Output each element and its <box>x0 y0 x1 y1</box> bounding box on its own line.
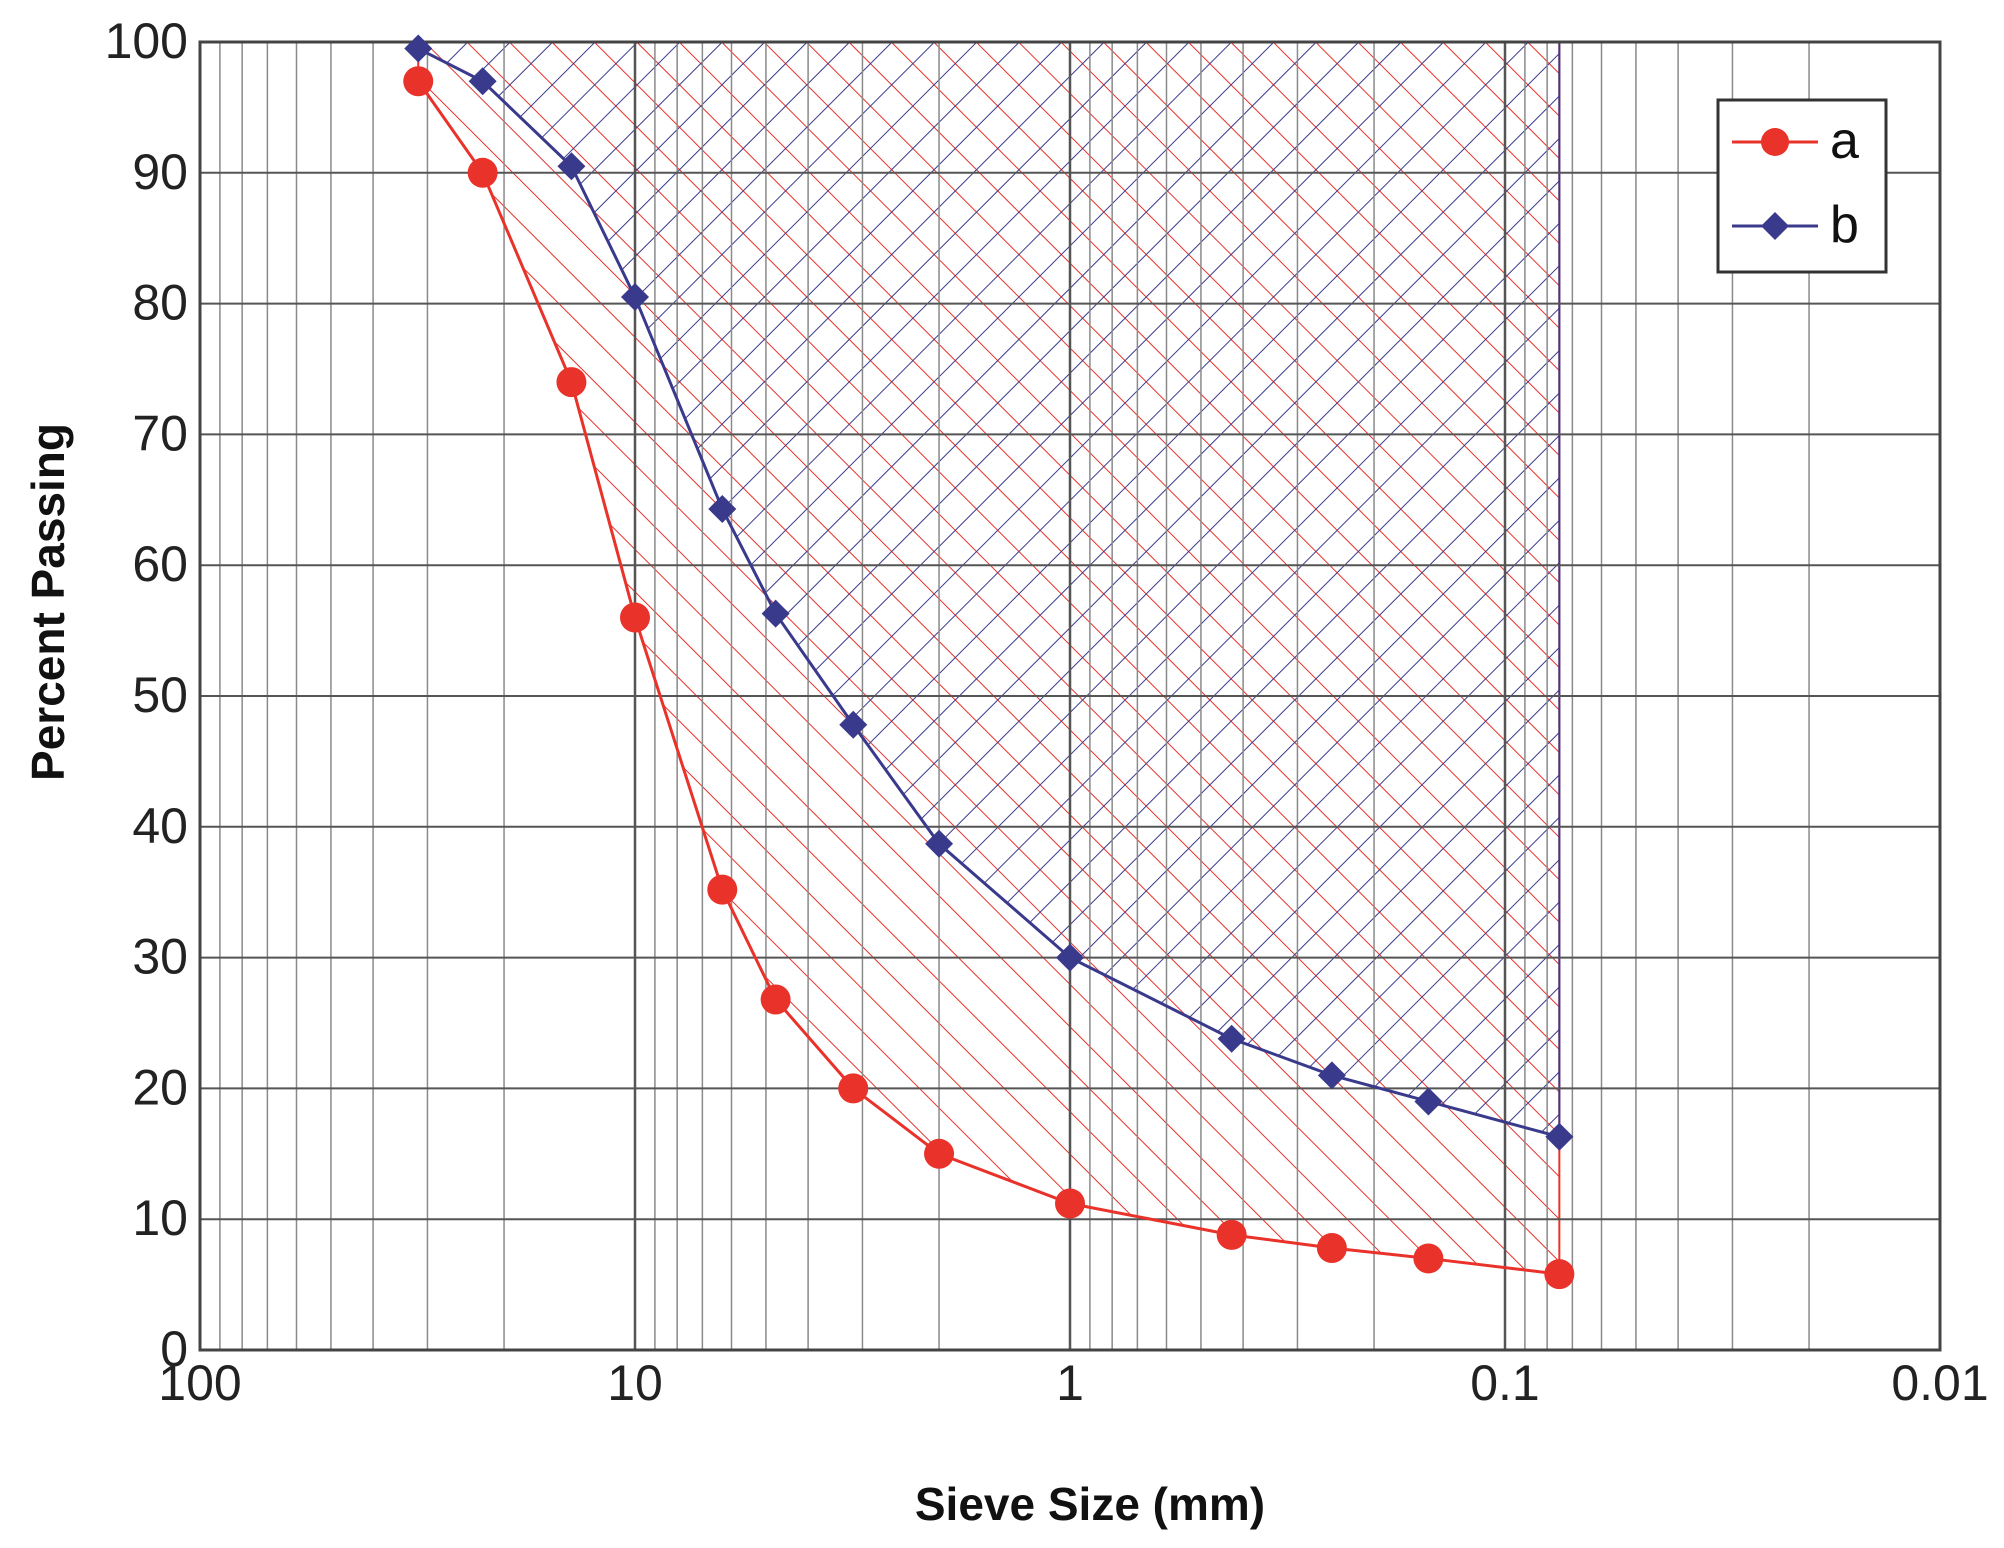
legend: a b <box>1716 98 1888 274</box>
data-point-b <box>839 710 868 739</box>
data-point-a <box>760 984 791 1015</box>
y-tick-label: 80 <box>132 275 188 331</box>
y-tick-label: 90 <box>132 144 188 200</box>
data-point-a <box>620 602 650 633</box>
legend-label-b: b <box>1830 196 1859 254</box>
y-tick-label: 100 <box>105 13 188 69</box>
legend-marker-a <box>1761 128 1789 156</box>
data-point-a <box>1544 1259 1575 1290</box>
data-point-a <box>924 1138 955 1169</box>
x-tick-label: 100 <box>158 1355 241 1411</box>
data-point-b <box>925 829 954 858</box>
data-point-a <box>1055 1188 1085 1219</box>
x-tick-label: 0.01 <box>1891 1355 1988 1411</box>
data-point-b <box>1545 1122 1574 1151</box>
data-point-b <box>1217 1024 1246 1053</box>
y-tick-label: 20 <box>132 1059 188 1115</box>
data-markers <box>403 34 1575 1290</box>
data-point-a <box>467 157 498 188</box>
y-tick-label: 0 <box>160 1321 188 1377</box>
x-tick-label: 0.1 <box>1470 1355 1540 1411</box>
plot-border <box>198 40 1942 1352</box>
data-point-b <box>621 283 649 312</box>
legend-box <box>1716 98 1888 274</box>
y-axis-title: Percent Passing <box>22 423 74 781</box>
x-tick-label: 10 <box>607 1355 663 1411</box>
y-tick-label: 10 <box>132 1190 188 1246</box>
data-point-a <box>707 874 738 905</box>
y-tick-label: 40 <box>132 798 188 854</box>
data-point-b <box>1056 943 1084 972</box>
data-point-b <box>557 152 586 181</box>
legend-marker-b <box>1761 212 1789 240</box>
legend-label-a: a <box>1830 112 1859 170</box>
data-point-b <box>1414 1087 1443 1116</box>
x-tick-label: 1 <box>1056 1355 1084 1411</box>
data-point-b <box>404 34 433 63</box>
data-point-a <box>1413 1243 1444 1274</box>
data-point-a <box>403 66 434 97</box>
data-point-b <box>708 494 737 523</box>
data-point-a <box>1216 1219 1247 1250</box>
data-point-a <box>556 367 587 398</box>
data-point-b <box>468 67 497 96</box>
data-point-a <box>838 1073 869 1104</box>
y-tick-label: 70 <box>132 405 188 461</box>
y-tick-label: 60 <box>132 536 188 592</box>
data-point-a <box>1316 1232 1347 1263</box>
grid-lines <box>200 41 1942 1351</box>
x-tick-labels: 100 10 1 0.1 0.01 <box>158 1355 1988 1411</box>
y-tick-label: 30 <box>132 929 188 985</box>
x-axis-title: Sieve Size (mm) <box>915 1478 1265 1530</box>
shaded-bands <box>417 41 1561 1276</box>
y-tick-labels: 0 10 20 30 40 50 60 70 80 90 100 <box>105 13 188 1377</box>
y-tick-label: 50 <box>132 667 188 723</box>
data-point-b <box>761 599 790 628</box>
data-point-b <box>1317 1061 1346 1090</box>
